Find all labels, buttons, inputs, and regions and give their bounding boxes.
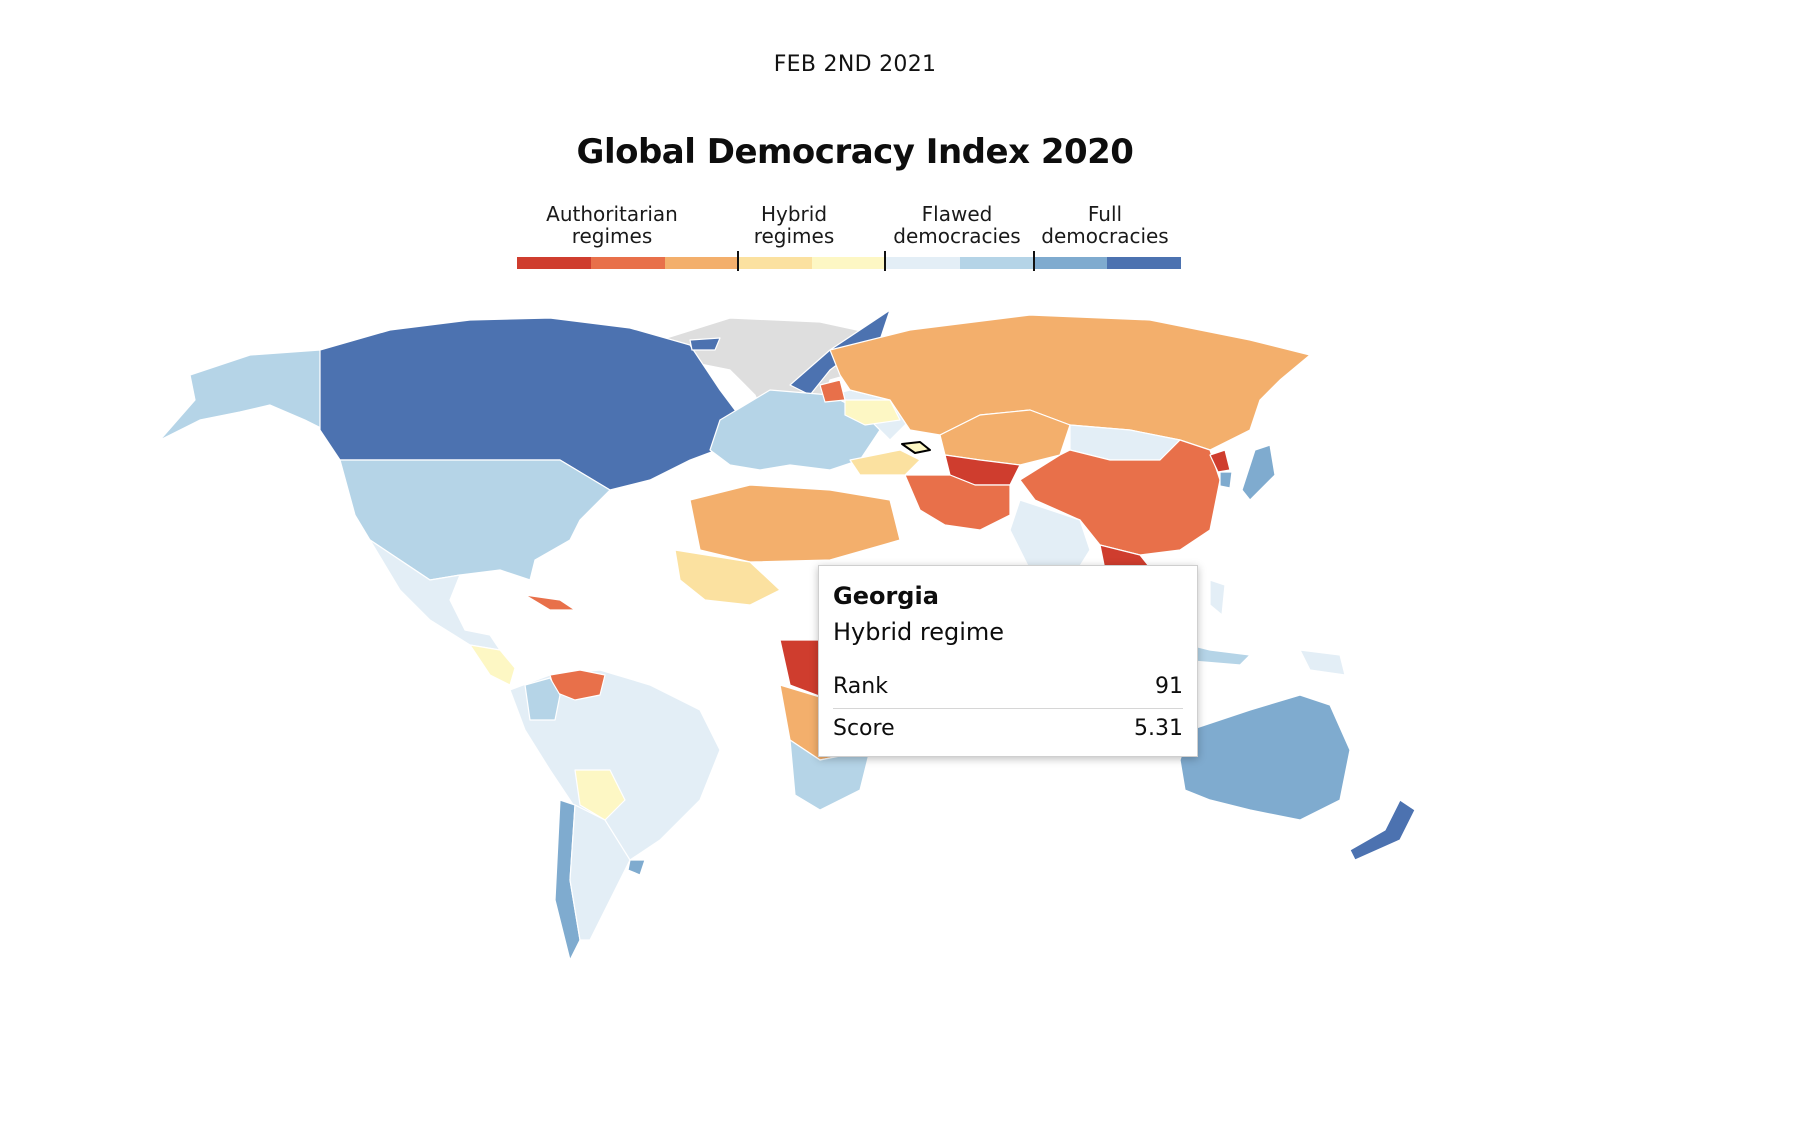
country-georgia[interactable] — [901, 441, 931, 454]
world-map[interactable] — [130, 300, 1700, 1060]
country-usa[interactable] — [339, 459, 611, 581]
legend-swatch-7 — [959, 257, 1034, 269]
country-south-africa[interactable] — [789, 739, 871, 811]
legend-swatch-8 — [1033, 257, 1108, 269]
country-philippines[interactable] — [1209, 579, 1226, 616]
country-mexico[interactable] — [369, 539, 501, 651]
legend-swatch-9 — [1107, 257, 1182, 269]
legend-label-hybrid: Hybrid regimes — [753, 202, 835, 248]
tooltip-regime: Hybrid regime — [833, 618, 1005, 646]
legend-swatch-3 — [664, 257, 739, 269]
legend-color-bar — [517, 257, 1182, 269]
tooltip-score-row: Score 5.31 — [833, 710, 1183, 750]
legend-swatch-1 — [517, 257, 591, 269]
country-west-africa[interactable] — [674, 549, 781, 606]
legend-label-flawed: Flawed democracies — [893, 202, 1021, 248]
legend-swatch-5 — [812, 257, 886, 269]
legend: Authoritarian regimes Hybrid regimes Flawe… — [517, 202, 1182, 273]
tooltip-rank-value: 91 — [1155, 674, 1183, 699]
legend-swatch-4 — [738, 257, 813, 269]
country-iran[interactable] — [904, 474, 1011, 531]
country-brazil[interactable] — [509, 669, 721, 861]
country-australia[interactable] — [1179, 694, 1351, 821]
country-europe[interactable] — [709, 389, 881, 471]
country-turkey[interactable] — [849, 449, 921, 476]
country-china[interactable] — [1019, 439, 1221, 556]
country-iceland[interactable] — [689, 337, 721, 351]
country-south-korea[interactable] — [1219, 471, 1233, 489]
country-png[interactable] — [1299, 649, 1346, 676]
country-ukraine[interactable] — [844, 399, 901, 426]
tooltip-rank-row: Rank 91 — [833, 668, 1183, 709]
country-cuba[interactable] — [524, 594, 576, 611]
country-alaska[interactable] — [159, 349, 326, 441]
legend-tick — [1033, 251, 1035, 271]
country-bolivia[interactable] — [574, 769, 626, 821]
legend-label-full: Full democracies — [1041, 202, 1169, 248]
legend-tick — [884, 251, 886, 271]
country-japan[interactable] — [1241, 444, 1276, 501]
legend-swatch-6 — [885, 257, 960, 269]
chart-title: Global Democracy Index 2020 — [576, 132, 1134, 172]
country-argentina[interactable] — [569, 804, 631, 941]
tooltip-score-value: 5.31 — [1134, 716, 1183, 741]
date-label: FEB 2ND 2021 — [773, 52, 937, 77]
country-tooltip: Georgia Hybrid regime Rank 91 Score 5.31 — [818, 565, 1198, 757]
country-central-america[interactable] — [469, 644, 516, 686]
country-uruguay[interactable] — [627, 859, 646, 876]
legend-tick — [737, 251, 739, 271]
tooltip-country-name: Georgia — [833, 582, 939, 610]
tooltip-rank-label: Rank — [833, 674, 888, 699]
tooltip-score-label: Score — [833, 716, 895, 741]
country-north-africa[interactable] — [689, 484, 901, 563]
country-colombia[interactable] — [524, 677, 561, 721]
country-north-korea[interactable] — [1209, 449, 1231, 473]
country-new-zealand[interactable] — [1349, 799, 1416, 861]
legend-swatch-2 — [590, 257, 665, 269]
legend-label-authoritarian: Authoritarian regimes — [546, 202, 678, 248]
